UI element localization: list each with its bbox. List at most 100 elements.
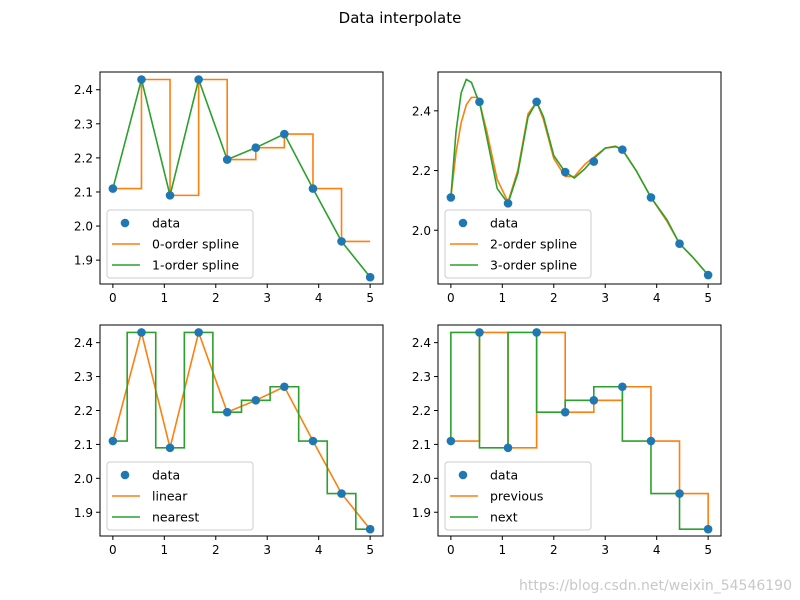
legend: data linear nearest xyxy=(106,461,254,531)
legend-label: data xyxy=(490,216,518,231)
x-tick-label: 0 xyxy=(109,291,117,305)
axes-frame xyxy=(437,71,722,285)
data-point xyxy=(251,396,261,405)
x-tick-label: 3 xyxy=(601,543,609,557)
x-tick-label: 5 xyxy=(704,543,712,557)
subplot-1: 0 1 2 3 4 5 1.9 2.0 2.1 2.2 2.3 2.4 data 0-order spli… xyxy=(74,71,384,305)
watermark: https://blog.csdn.net/weixin_54546190 xyxy=(518,578,792,594)
data-point xyxy=(108,184,118,193)
y-tick-label: 2.1 xyxy=(74,438,93,452)
data-point xyxy=(251,143,261,152)
x-tick-label: 3 xyxy=(601,291,609,305)
data-point xyxy=(165,443,175,453)
y-tick-label: 1.9 xyxy=(74,506,93,520)
x-tick-label: 5 xyxy=(704,291,712,305)
x-tick-label: 5 xyxy=(366,543,374,557)
data-point xyxy=(137,75,146,84)
x-tick-label: 2 xyxy=(212,291,220,305)
y-tick-label: 1.9 xyxy=(74,254,93,268)
y-tick-label: 2.4 xyxy=(412,104,431,118)
legend-box xyxy=(106,209,254,279)
x-tick-label: 2 xyxy=(212,543,220,557)
x-tick-label: 3 xyxy=(263,543,271,557)
data-point xyxy=(337,489,346,498)
data-point xyxy=(560,407,570,417)
y-tick-label: 2.3 xyxy=(74,117,93,131)
data-point xyxy=(646,193,656,202)
legend-label: next xyxy=(490,510,518,525)
data-point xyxy=(337,237,346,246)
legend-box xyxy=(106,461,254,531)
data-point xyxy=(618,145,627,154)
data-point xyxy=(475,97,484,107)
series-line-0-order-spline xyxy=(112,78,371,243)
series-line-nearest xyxy=(112,331,371,531)
y-tick-label: 2.0 xyxy=(412,224,431,238)
data-point xyxy=(446,193,456,202)
legend: data 0-order spline 1-order spline xyxy=(106,209,254,279)
data-point xyxy=(532,97,541,107)
legend-marker xyxy=(120,218,130,228)
series-line-3-order-spline xyxy=(450,78,709,276)
x-tick-label: 5 xyxy=(366,291,374,305)
data-point xyxy=(194,75,203,84)
legend-label: 1-order spline xyxy=(152,258,239,273)
x-tick-label: 1 xyxy=(498,291,506,305)
y-tick-label: 2.4 xyxy=(412,336,431,350)
legend-label: linear xyxy=(152,489,188,504)
axes-frame xyxy=(437,324,722,537)
y-tick-label: 2.0 xyxy=(74,472,93,486)
y-tick-label: 2.1 xyxy=(74,185,93,199)
data-point xyxy=(137,328,146,337)
subplot-4: 0 1 2 3 4 5 1.9 2.0 2.1 2.2 2.3 2.4 data previous next xyxy=(412,324,722,557)
y-tick-label: 2.2 xyxy=(74,151,93,165)
x-tick-label: 4 xyxy=(315,291,323,305)
y-tick-label: 2.2 xyxy=(412,404,431,418)
data-point xyxy=(365,524,375,534)
legend-marker xyxy=(458,218,468,228)
data-point xyxy=(503,199,513,208)
data-point xyxy=(703,524,713,534)
data-point xyxy=(108,436,118,446)
legend-box xyxy=(444,209,592,279)
data-point xyxy=(532,328,541,337)
x-tick-label: 4 xyxy=(653,543,661,557)
x-tick-label: 1 xyxy=(160,291,168,305)
x-tick-label: 4 xyxy=(653,291,661,305)
legend-label: 3-order spline xyxy=(490,258,577,273)
subplot-3: 0 1 2 3 4 5 1.9 2.0 2.1 2.2 2.3 2.4 data linear neares… xyxy=(74,324,384,557)
data-point xyxy=(475,328,484,337)
y-tick-label: 2.2 xyxy=(412,164,431,178)
legend-box xyxy=(444,461,592,531)
legend-label: 2-order spline xyxy=(490,237,577,252)
series-line-1-order-spline xyxy=(112,76,371,278)
y-tick-label: 1.9 xyxy=(412,506,431,520)
y-tick-label: 2.0 xyxy=(412,472,431,486)
data-point xyxy=(589,157,599,166)
data-point xyxy=(308,436,318,446)
axes-frame xyxy=(99,324,384,537)
data-point xyxy=(675,489,684,498)
legend: data 2-order spline 3-order spline xyxy=(444,209,592,279)
x-tick-label: 1 xyxy=(160,543,168,557)
data-point xyxy=(280,382,289,392)
data-point xyxy=(560,167,570,177)
data-point xyxy=(222,155,232,164)
x-tick-label: 2 xyxy=(550,543,558,557)
x-tick-label: 0 xyxy=(109,543,117,557)
data-point xyxy=(165,191,175,200)
data-point xyxy=(646,436,656,446)
y-tick-label: 2.0 xyxy=(74,220,93,234)
x-tick-label: 2 xyxy=(550,291,558,305)
legend-marker xyxy=(458,470,468,480)
legend-marker xyxy=(120,470,130,480)
data-point xyxy=(222,407,232,417)
series-line-next xyxy=(450,331,709,531)
data-point xyxy=(503,443,513,453)
data-point xyxy=(618,382,627,392)
x-tick-label: 0 xyxy=(447,291,455,305)
y-tick-label: 2.3 xyxy=(412,370,431,384)
subplot-2: 0 1 2 3 4 5 2.0 2.2 2.4 data 2-order spline 3-order… xyxy=(412,71,722,305)
y-tick-label: 2.3 xyxy=(74,370,93,384)
